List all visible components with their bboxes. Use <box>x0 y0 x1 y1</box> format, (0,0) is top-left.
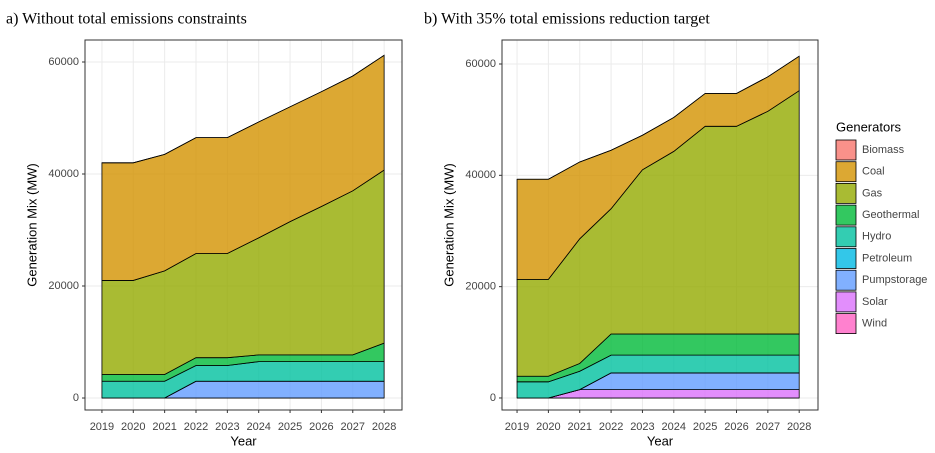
y-tick-label: 60000 <box>465 58 496 70</box>
legend-label: Petroleum <box>862 252 912 264</box>
y-tick-label: 0 <box>490 392 496 404</box>
legend-label: Coal <box>862 166 885 178</box>
legend-key <box>835 313 857 335</box>
x-tick-label: 2021 <box>568 421 592 433</box>
x-tick-label: 2023 <box>215 421 239 433</box>
legend-label: Wind <box>862 318 887 330</box>
x-tick-label: 2025 <box>693 421 717 433</box>
legend-label: Geothermal <box>862 209 919 221</box>
chart-title: b) With 35% total emissions reduction ta… <box>424 11 710 28</box>
x-tick-label: 2021 <box>152 421 176 433</box>
legend-key <box>835 226 857 248</box>
x-axis-title: Year <box>647 433 674 448</box>
x-tick-label: 2028 <box>787 421 811 433</box>
x-tick-label: 2022 <box>599 421 623 433</box>
x-tick-label: 2020 <box>121 421 145 433</box>
legend-key <box>835 139 857 161</box>
y-tick-label: 20000 <box>465 281 496 293</box>
x-tick-label: 2020 <box>536 421 560 433</box>
y-axis-title: Generation Mix (MW) <box>24 163 39 287</box>
y-tick-label: 40000 <box>465 169 496 181</box>
x-tick-label: 2028 <box>372 421 396 433</box>
panel-border <box>501 39 819 411</box>
legend-key <box>835 248 857 269</box>
legend-key <box>835 291 857 313</box>
legend-label: Pumpstorage <box>862 274 927 286</box>
chart-title: a) Without total emissions constraints <box>6 11 247 28</box>
x-tick-label: 2026 <box>724 421 748 433</box>
x-tick-label: 2024 <box>246 421 270 433</box>
x-axis-title: Year <box>230 433 257 448</box>
legend-label: Solar <box>862 296 888 308</box>
x-tick-label: 2026 <box>309 421 333 433</box>
panel-border <box>84 39 403 411</box>
legend-key <box>835 182 857 204</box>
y-tick-label: 40000 <box>48 168 79 180</box>
x-tick-label: 2022 <box>184 421 208 433</box>
y-tick-label: 60000 <box>48 56 79 68</box>
legend-key <box>835 269 857 291</box>
y-axis-title: Generation Mix (MW) <box>441 163 456 287</box>
area <box>517 55 800 180</box>
y-tick-label: 20000 <box>48 280 79 292</box>
legend-label: Hydro <box>862 231 891 243</box>
legend-label: Gas <box>862 187 883 199</box>
legend-label: Biomass <box>862 144 905 156</box>
x-tick-label: 2025 <box>278 421 302 433</box>
legend-key <box>835 204 857 226</box>
y-tick-label: 0 <box>73 392 79 404</box>
x-tick-label: 2027 <box>756 421 780 433</box>
x-tick-label: 2024 <box>662 421 686 433</box>
x-tick-label: 2019 <box>505 421 529 433</box>
x-tick-label: 2023 <box>630 421 654 433</box>
x-tick-label: 2027 <box>341 421 365 433</box>
x-tick-label: 2019 <box>90 421 114 433</box>
legend-title: Generators <box>836 119 902 134</box>
legend-key <box>835 161 857 183</box>
